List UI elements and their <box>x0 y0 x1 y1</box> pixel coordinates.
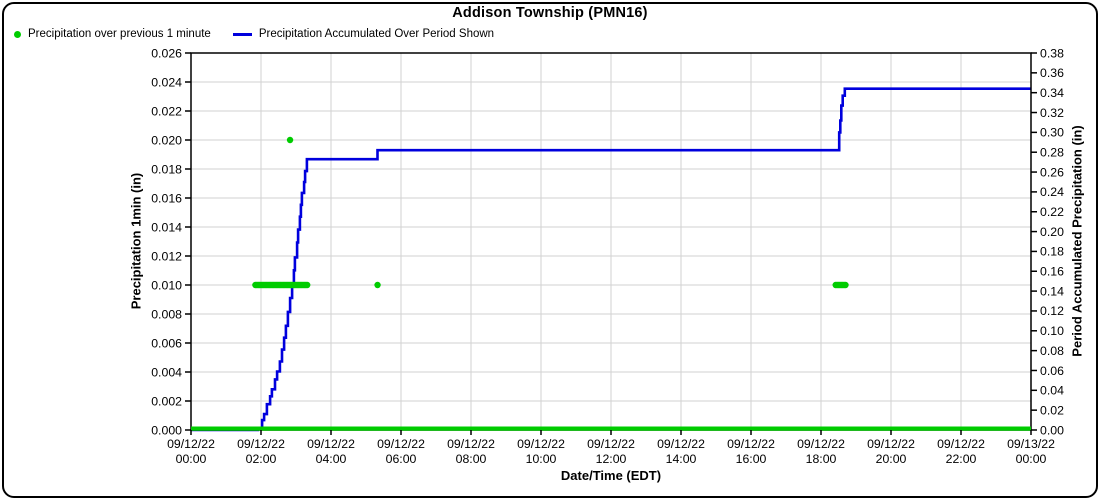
svg-text:00:00: 00:00 <box>1016 452 1047 466</box>
svg-text:0.014: 0.014 <box>151 220 182 234</box>
svg-text:0.20: 0.20 <box>1040 225 1064 239</box>
grid-lines <box>191 53 1031 430</box>
svg-text:0.26: 0.26 <box>1040 165 1064 179</box>
svg-text:0.10: 0.10 <box>1040 324 1064 338</box>
legend-label: Precipitation Accumulated Over Period Sh… <box>258 28 495 40</box>
svg-text:12:00: 12:00 <box>596 452 627 466</box>
svg-text:09/12/22: 09/12/22 <box>587 437 635 451</box>
svg-text:0.012: 0.012 <box>151 249 182 263</box>
svg-text:06:00: 06:00 <box>386 452 417 466</box>
svg-text:09/12/22: 09/12/22 <box>797 437 845 451</box>
precip-1min-dots <box>252 136 849 289</box>
svg-text:09/12/22: 09/12/22 <box>307 437 355 451</box>
svg-text:0.34: 0.34 <box>1040 86 1064 100</box>
chart-title: Addison Township (PMN16) <box>452 5 648 21</box>
legend-item-accumulated: Precipitation Accumulated Over Period Sh… <box>232 28 495 40</box>
svg-text:08:00: 08:00 <box>456 452 487 466</box>
svg-text:0.010: 0.010 <box>151 278 182 292</box>
accumulated-precip-line <box>191 87 1031 432</box>
legend-item-1min-precip: Precipitation over previous 1 minute <box>8 28 211 40</box>
svg-text:0.024: 0.024 <box>151 75 182 89</box>
svg-text:0.000: 0.000 <box>151 423 182 437</box>
svg-text:0.04: 0.04 <box>1040 384 1064 398</box>
svg-text:10:00: 10:00 <box>526 452 557 466</box>
axis-ticks-and-labels: 0.000 0.002 0.004 0.006 0.008 0.010 0.012 0.014… <box>151 46 1064 466</box>
svg-text:20:00: 20:00 <box>876 452 907 466</box>
svg-text:0.30: 0.30 <box>1040 126 1064 140</box>
svg-text:0.002: 0.002 <box>151 394 182 408</box>
svg-text:09/13/22: 09/13/22 <box>1007 437 1055 451</box>
svg-text:0.06: 0.06 <box>1040 364 1064 378</box>
svg-text:0.08: 0.08 <box>1040 344 1064 358</box>
svg-text:0.24: 0.24 <box>1040 185 1064 199</box>
svg-text:0.008: 0.008 <box>151 307 182 321</box>
svg-text:0.14: 0.14 <box>1040 284 1064 298</box>
legend-label: Precipitation over previous 1 minute <box>28 28 211 40</box>
svg-text:0.018: 0.018 <box>151 162 182 176</box>
svg-text:18:00: 18:00 <box>806 452 837 466</box>
svg-text:09/12/22: 09/12/22 <box>657 437 705 451</box>
svg-text:0.026: 0.026 <box>151 46 182 60</box>
svg-text:09/12/22: 09/12/22 <box>167 437 215 451</box>
svg-text:0.016: 0.016 <box>151 191 182 205</box>
svg-text:14:00: 14:00 <box>666 452 697 466</box>
svg-text:0.12: 0.12 <box>1040 304 1064 318</box>
svg-text:09/12/22: 09/12/22 <box>377 437 425 451</box>
svg-text:0.02: 0.02 <box>1040 403 1064 417</box>
svg-text:0.00: 0.00 <box>1040 423 1064 437</box>
svg-text:0.020: 0.020 <box>151 133 182 147</box>
legend: Precipitation over previous 1 minute Pre… <box>8 26 494 42</box>
svg-text:09/12/22: 09/12/22 <box>867 437 915 451</box>
green-dot-marker-icon <box>14 30 21 38</box>
svg-text:0.28: 0.28 <box>1040 146 1064 160</box>
svg-text:09/12/22: 09/12/22 <box>237 437 285 451</box>
blue-line-marker-icon <box>232 32 252 36</box>
svg-text:0.18: 0.18 <box>1040 245 1064 259</box>
x-axis-label: Date/Time (EDT) <box>560 468 662 483</box>
svg-text:0.36: 0.36 <box>1040 66 1064 80</box>
svg-text:09/12/22: 09/12/22 <box>447 437 495 451</box>
svg-text:04:00: 04:00 <box>316 452 347 466</box>
svg-text:09/12/22: 09/12/22 <box>937 437 985 451</box>
svg-text:0.22: 0.22 <box>1040 205 1064 219</box>
svg-text:16:00: 16:00 <box>736 452 767 466</box>
svg-text:0.32: 0.32 <box>1040 106 1064 120</box>
svg-text:0.38: 0.38 <box>1040 46 1064 60</box>
svg-text:0.006: 0.006 <box>151 336 182 350</box>
svg-text:0.004: 0.004 <box>151 365 182 379</box>
svg-text:22:00: 22:00 <box>946 452 977 466</box>
svg-text:09/12/22: 09/12/22 <box>517 437 565 451</box>
svg-text:0.16: 0.16 <box>1040 265 1064 279</box>
svg-text:00:00: 00:00 <box>176 452 207 466</box>
svg-text:02:00: 02:00 <box>246 452 277 466</box>
svg-text:09/12/22: 09/12/22 <box>727 437 775 451</box>
svg-text:0.022: 0.022 <box>151 104 182 118</box>
